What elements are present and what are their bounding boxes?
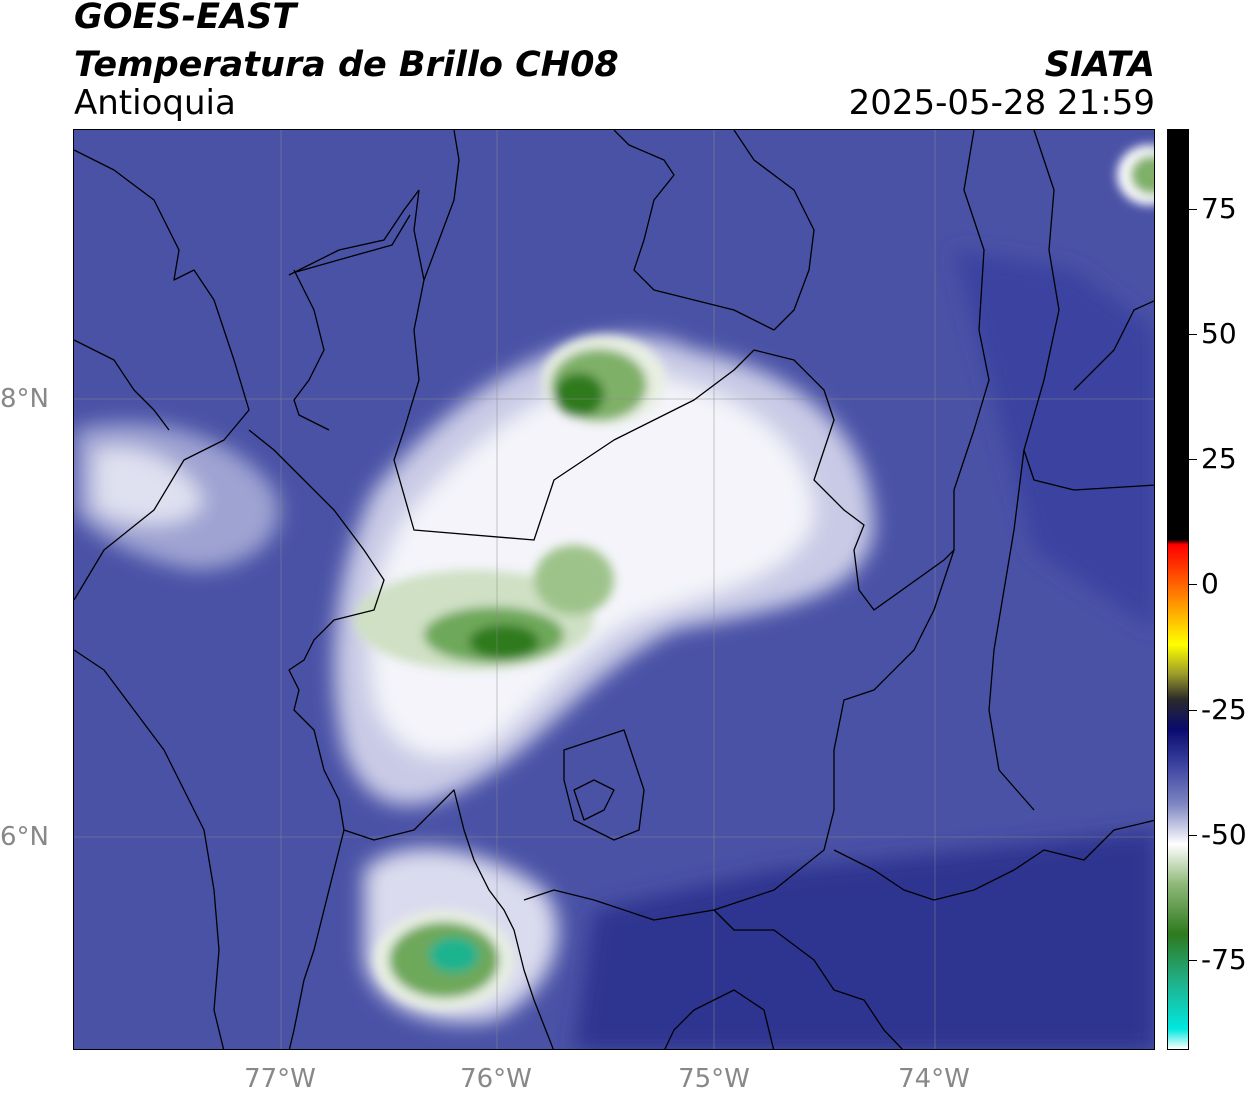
colorbar-tick <box>1189 334 1197 336</box>
colorbar-tick-label: 0 <box>1201 567 1219 601</box>
colorbar-tick <box>1189 584 1197 586</box>
map-canvas <box>74 130 1154 1049</box>
colorbar <box>1167 129 1189 1050</box>
satellite-map[interactable] <box>73 129 1155 1050</box>
colorbar-tick-label: -25 <box>1201 692 1247 726</box>
organization-label: SIATA <box>1044 45 1155 85</box>
product-title: GOES-EAST <box>74 0 297 37</box>
region-label: Antioquia <box>74 83 236 123</box>
convective-cores <box>354 145 1154 1010</box>
cold-field-se <box>574 250 1154 1049</box>
lon-label-75w: 75°W <box>678 1064 750 1094</box>
product-subtitle: Temperatura de Brillo CH08 <box>74 45 619 85</box>
lon-label-76w: 76°W <box>460 1064 532 1094</box>
colorbar-tick-label: 25 <box>1201 442 1237 476</box>
colorbar-tick-label: 75 <box>1201 192 1237 226</box>
lon-label-74w: 74°W <box>898 1064 970 1094</box>
lon-label-77w: 77°W <box>244 1064 316 1094</box>
colorbar-tick <box>1189 959 1197 961</box>
colorbar-tick-label: 50 <box>1201 317 1237 351</box>
lat-label-6n: 6°N <box>0 822 49 852</box>
colorbar-tick-label: -75 <box>1201 942 1247 976</box>
colorbar-tick <box>1189 209 1197 211</box>
colorbar-tick <box>1189 834 1197 836</box>
lat-label-8n: 8°N <box>0 384 49 414</box>
colorbar-tick-label: -50 <box>1201 817 1247 851</box>
timestamp-label: 2025-05-28 21:59 <box>848 83 1155 123</box>
colorbar-tick <box>1189 709 1197 711</box>
graticule <box>74 130 1154 1049</box>
colorbar-tick <box>1189 459 1197 461</box>
admin-boundaries <box>74 130 1154 1049</box>
